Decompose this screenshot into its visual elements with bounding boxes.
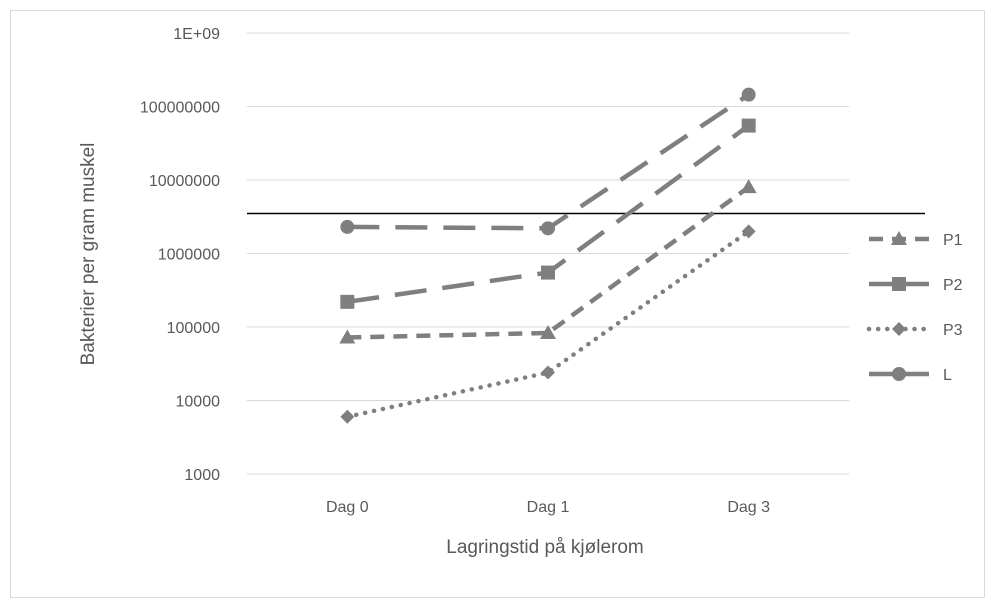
legend-entry: P1 — [869, 231, 963, 249]
y-tick-label: 1000000 — [158, 247, 220, 264]
data-point-triangle — [540, 324, 556, 339]
series-lines — [339, 87, 757, 424]
series-line — [347, 185, 750, 340]
series-p2 — [340, 118, 756, 309]
series-p1 — [339, 179, 757, 344]
line-chart: 1000 10000 100000 1000000 10000000 100000000 1… — [78, 26, 963, 558]
legend-entry: L — [869, 367, 952, 384]
legend-marker-diamond — [892, 322, 906, 336]
y-tick-label: 10000000 — [149, 173, 220, 190]
legend-marker-circle — [892, 367, 906, 381]
y-tick-label: 1000 — [184, 467, 220, 484]
series-line — [345, 229, 751, 420]
series-p3 — [340, 224, 756, 424]
data-point-diamond — [541, 365, 555, 380]
series-line — [347, 92, 750, 231]
legend-marker-triangle — [891, 231, 907, 245]
data-point-square — [541, 265, 555, 280]
data-point-square — [741, 118, 756, 133]
series-l — [340, 87, 756, 236]
legend-label: P2 — [943, 277, 963, 294]
data-point-circle — [541, 221, 555, 236]
x-axis-title: Lagringstid på kjølerom — [446, 537, 643, 558]
legend-marker-square — [892, 277, 906, 291]
data-point-square — [340, 294, 355, 309]
y-tick-label: 100000000 — [140, 100, 220, 117]
legend-entry: P2 — [869, 277, 963, 294]
data-point-diamond — [340, 409, 355, 424]
gridlines — [247, 32, 849, 475]
chart-frame: 1000 10000 100000 1000000 10000000 100000000 1… — [10, 10, 985, 598]
legend-label: P1 — [943, 232, 963, 249]
x-tick-label: Dag 1 — [527, 499, 570, 516]
y-tick-labels: 1000 10000 100000 1000000 10000000 100000000 1… — [140, 26, 220, 484]
y-axis-title: Bakterier per gram muskel — [78, 143, 99, 366]
y-tick-label: 10000 — [176, 394, 221, 411]
data-point-circle — [340, 219, 355, 234]
data-point-triangle — [740, 179, 757, 194]
y-tick-label: 100000 — [167, 320, 220, 337]
y-tick-label: 1E+09 — [173, 26, 220, 43]
data-point-triangle — [339, 329, 356, 344]
legend-label: L — [943, 367, 952, 384]
data-point-diamond — [741, 224, 756, 239]
legend-entry: P3 — [866, 322, 963, 339]
x-tick-label: Dag 0 — [326, 499, 369, 516]
x-tick-label: Dag 3 — [727, 499, 770, 516]
x-tick-labels: Dag 0 Dag 1 Dag 3 — [326, 499, 770, 516]
legend: P1 P2 P3 L — [866, 231, 963, 384]
legend-label: P3 — [943, 322, 963, 339]
data-point-circle — [741, 87, 756, 102]
